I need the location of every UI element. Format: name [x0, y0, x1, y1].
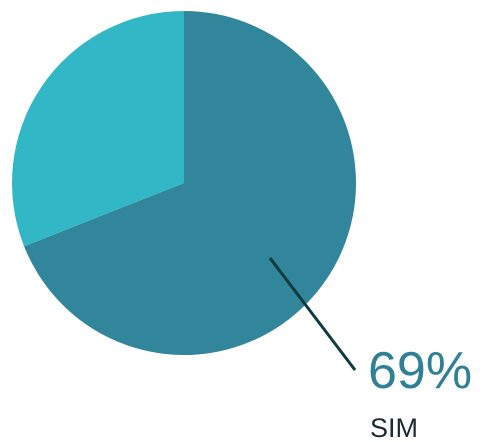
category-label: SIM [370, 413, 418, 442]
value-label: 69% [368, 342, 472, 400]
pie [11, 11, 357, 355]
pie-slice [11, 11, 184, 247]
pie-slice [24, 11, 357, 355]
leader-line [268, 257, 357, 371]
